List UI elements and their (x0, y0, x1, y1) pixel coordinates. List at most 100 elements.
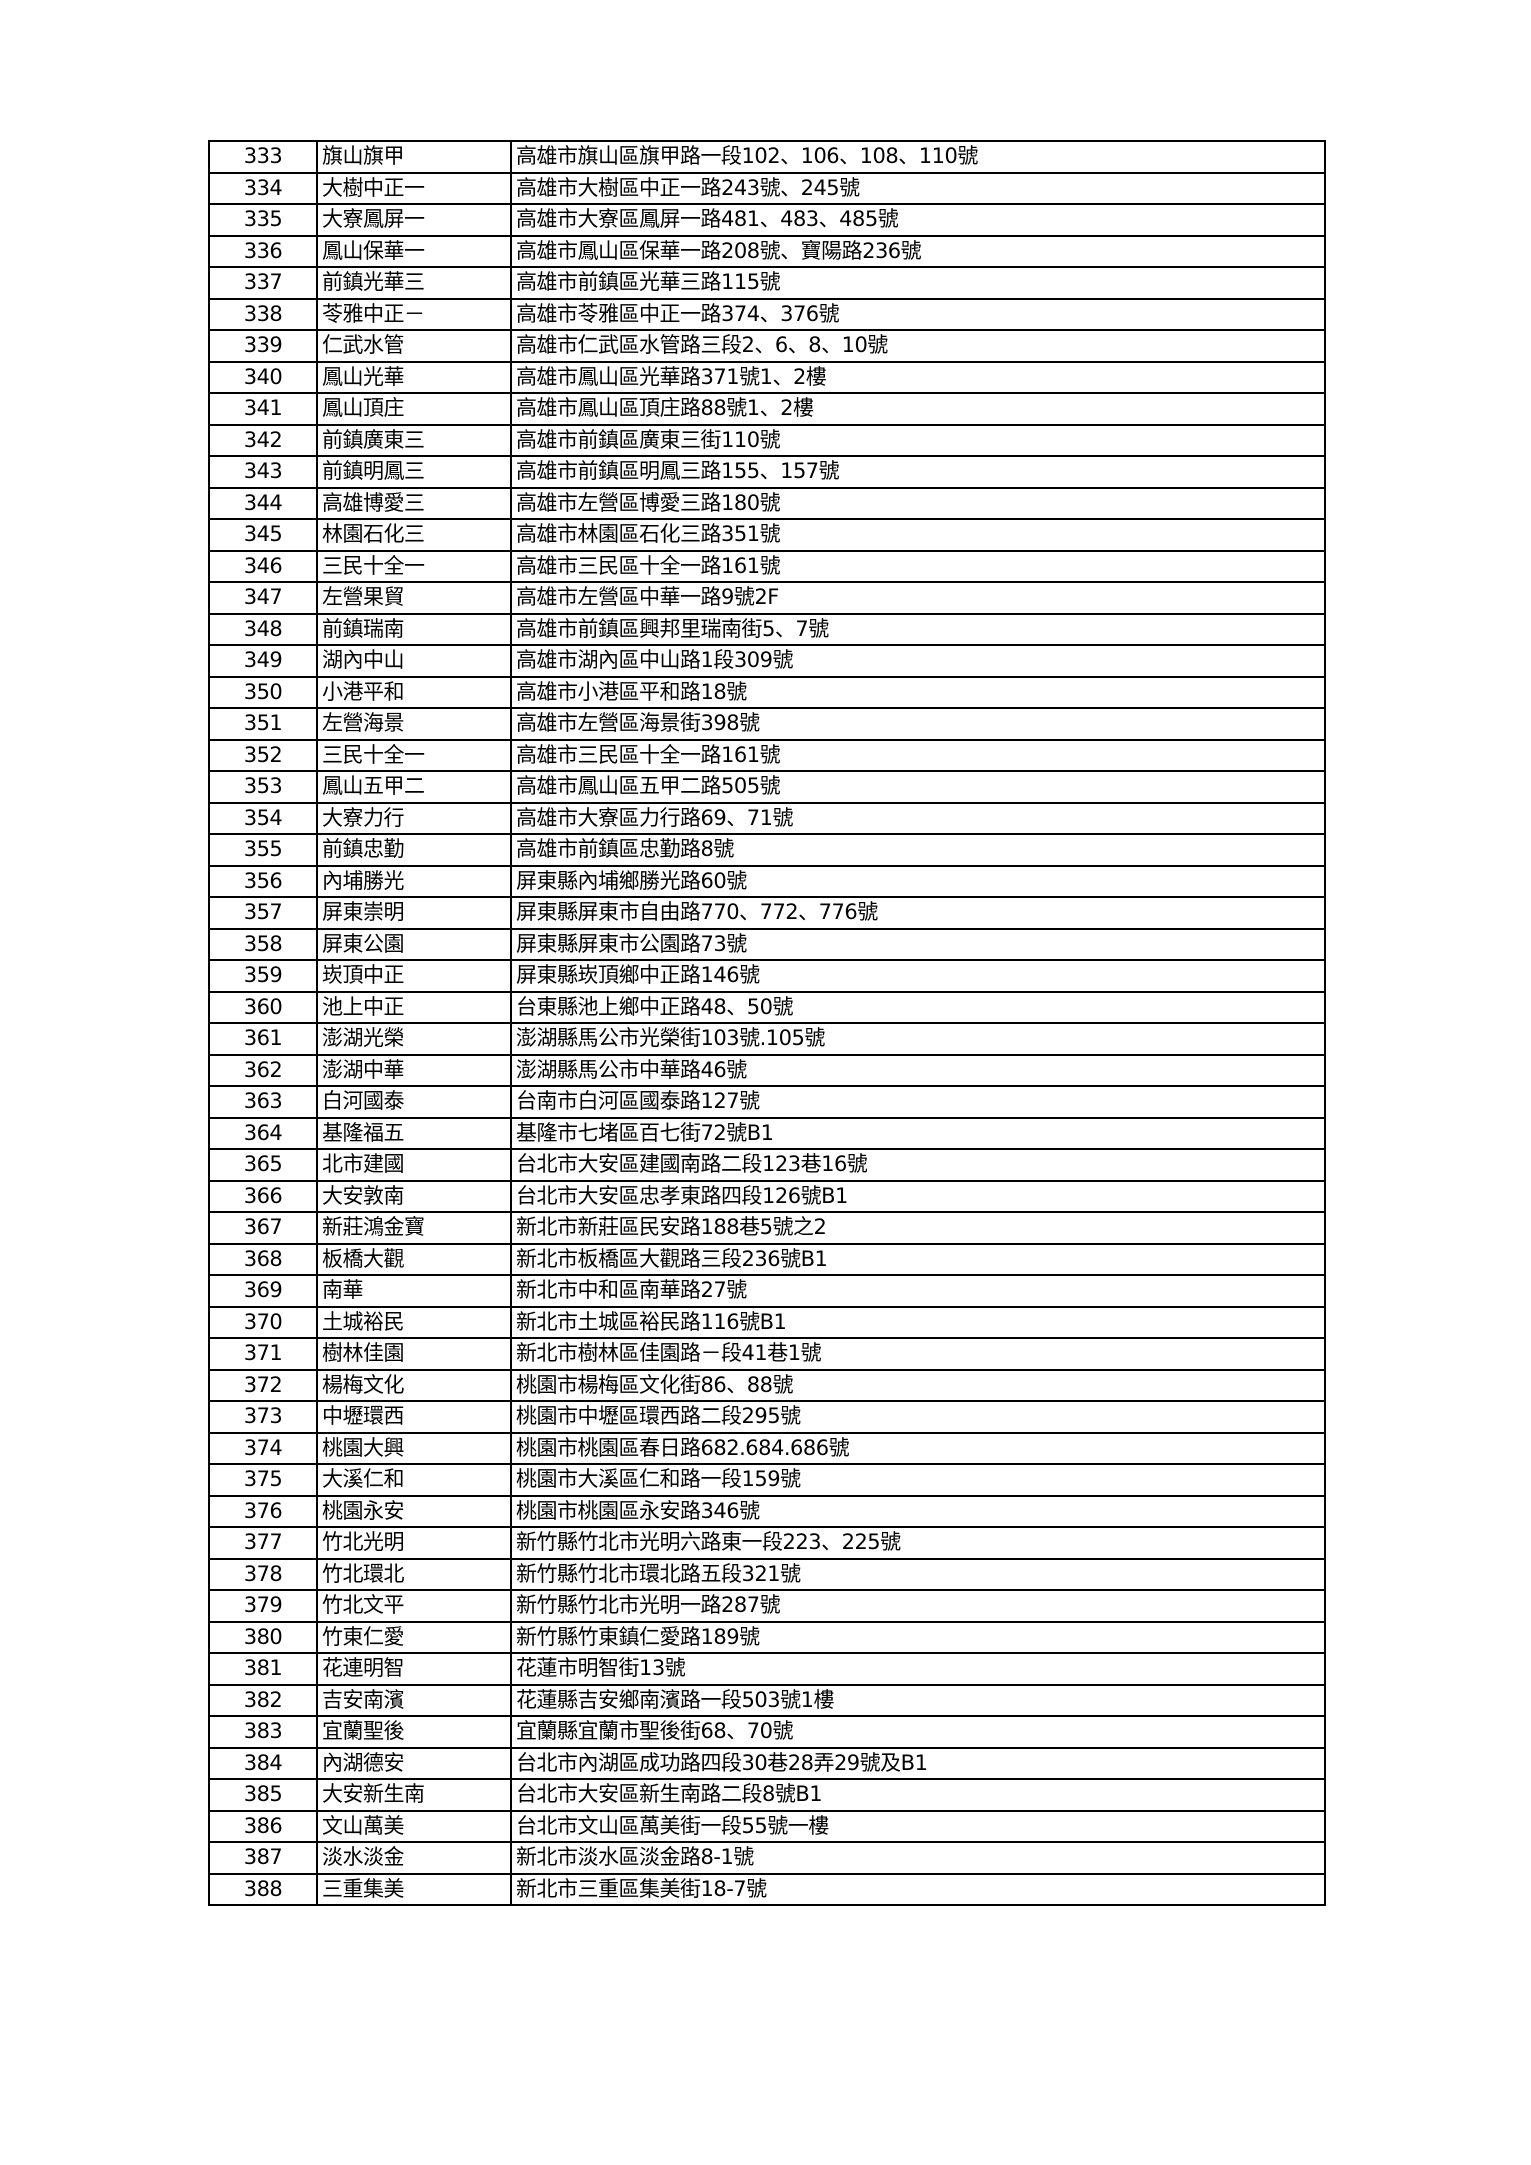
store-name-cell: 鳳山光華 (316, 360, 512, 394)
table-row: 354 大寮力行 高雄市大寮區力行路69、71號 (208, 801, 1326, 835)
row-number-cell: 365 (208, 1148, 318, 1182)
address-cell: 澎湖縣馬公市中華路46號 (510, 1053, 1326, 1087)
table-row: 344 高雄博愛三 高雄市左營區博愛三路180號 (208, 486, 1326, 520)
store-name-cell: 前鎮忠勤 (316, 833, 512, 867)
address-cell: 新竹縣竹北市光明一路287號 (510, 1589, 1326, 1623)
address-cell: 高雄市三民區十全一路161號 (510, 738, 1326, 772)
address-cell: 高雄市仁武區水管路三段2、6、8、10號 (510, 329, 1326, 363)
store-name-cell: 花連明智 (316, 1652, 512, 1686)
store-name-cell: 鳳山五甲二 (316, 770, 512, 804)
store-name-cell: 大安新生南 (316, 1778, 512, 1812)
address-cell: 高雄市左營區博愛三路180號 (510, 486, 1326, 520)
table-row: 357 屏東崇明 屏東縣屏東市自由路770、772、776號 (208, 896, 1326, 930)
store-name-cell: 基隆福五 (316, 1116, 512, 1150)
row-number-cell: 348 (208, 612, 318, 646)
table-row: 376 桃園永安 桃園市桃園區永安路346號 (208, 1494, 1326, 1528)
table-row: 341 鳳山頂庄 高雄市鳳山區頂庄路88號1、2樓 (208, 392, 1326, 426)
table-row: 339 仁武水管 高雄市仁武區水管路三段2、6、8、10號 (208, 329, 1326, 363)
address-cell: 新竹縣竹東鎮仁愛路189號 (510, 1620, 1326, 1654)
row-number-cell: 382 (208, 1683, 318, 1717)
address-cell: 花蓮市明智街13號 (510, 1652, 1326, 1686)
store-name-cell: 大安敦南 (316, 1179, 512, 1213)
row-number-cell: 381 (208, 1652, 318, 1686)
store-name-cell: 三重集美 (316, 1872, 512, 1906)
row-number-cell: 368 (208, 1242, 318, 1276)
address-cell: 台北市大安區忠孝東路四段126號B1 (510, 1179, 1326, 1213)
store-name-cell: 南華 (316, 1274, 512, 1308)
address-cell: 高雄市大寮區鳳屏一路481、483、485號 (510, 203, 1326, 237)
address-cell: 桃園市中壢區環西路二段295號 (510, 1400, 1326, 1434)
address-cell: 花蓮縣吉安鄉南濱路一段503號1樓 (510, 1683, 1326, 1717)
table-row: 379 竹北文平 新竹縣竹北市光明一路287號 (208, 1589, 1326, 1623)
row-number-cell: 361 (208, 1022, 318, 1056)
store-name-cell: 大寮力行 (316, 801, 512, 835)
row-number-cell: 364 (208, 1116, 318, 1150)
table-row: 380 竹東仁愛 新竹縣竹東鎮仁愛路189號 (208, 1620, 1326, 1654)
store-name-cell: 左營果貿 (316, 581, 512, 615)
row-number-cell: 352 (208, 738, 318, 772)
store-name-cell: 桃園永安 (316, 1494, 512, 1528)
address-cell: 高雄市前鎮區廣東三街110號 (510, 423, 1326, 457)
row-number-cell: 379 (208, 1589, 318, 1623)
store-name-cell: 吉安南濱 (316, 1683, 512, 1717)
store-name-cell: 大溪仁和 (316, 1463, 512, 1497)
table-row: 349 湖內中山 高雄市湖內區中山路1段309號 (208, 644, 1326, 678)
table-row: 364 基隆福五 基隆市七堵區百七街72號B1 (208, 1116, 1326, 1150)
table-row: 386 文山萬美 台北市文山區萬美街一段55號一樓 (208, 1809, 1326, 1843)
address-cell: 屏東縣內埔鄉勝光路60號 (510, 864, 1326, 898)
table-row: 333 旗山旗甲 高雄市旗山區旗甲路一段102、106、108、110號 (208, 140, 1326, 174)
table-row: 362 澎湖中華 澎湖縣馬公市中華路46號 (208, 1053, 1326, 1087)
row-number-cell: 374 (208, 1431, 318, 1465)
table-row: 358 屏東公園 屏東縣屏東市公園路73號 (208, 927, 1326, 961)
table-row: 337 前鎮光華三 高雄市前鎮區光華三路115號 (208, 266, 1326, 300)
table-row: 370 土城裕民 新北市土城區裕民路116號B1 (208, 1305, 1326, 1339)
address-cell: 桃園市桃園區永安路346號 (510, 1494, 1326, 1528)
table-row: 382 吉安南濱 花蓮縣吉安鄉南濱路一段503號1樓 (208, 1683, 1326, 1717)
store-name-cell: 前鎮明鳳三 (316, 455, 512, 489)
store-name-cell: 三民十全一 (316, 738, 512, 772)
row-number-cell: 375 (208, 1463, 318, 1497)
row-number-cell: 354 (208, 801, 318, 835)
store-name-cell: 宜蘭聖後 (316, 1715, 512, 1749)
address-cell: 基隆市七堵區百七街72號B1 (510, 1116, 1326, 1150)
table-row: 385 大安新生南 台北市大安區新生南路二段8號B1 (208, 1778, 1326, 1812)
table-row: 352 三民十全一 高雄市三民區十全一路161號 (208, 738, 1326, 772)
store-name-cell: 桃園大興 (316, 1431, 512, 1465)
address-cell: 新竹縣竹北市光明六路東一段223、225號 (510, 1526, 1326, 1560)
address-cell: 台北市文山區萬美街一段55號一樓 (510, 1809, 1326, 1843)
row-number-cell: 376 (208, 1494, 318, 1528)
address-cell: 高雄市前鎮區光華三路115號 (510, 266, 1326, 300)
table-row: 338 苓雅中正－ 高雄市苓雅區中正一路374、376號 (208, 297, 1326, 331)
row-number-cell: 344 (208, 486, 318, 520)
address-cell: 台北市大安區建國南路二段123巷16號 (510, 1148, 1326, 1182)
row-number-cell: 359 (208, 959, 318, 993)
table-row: 371 樹林佳園 新北市樹林區佳園路－段41巷1號 (208, 1337, 1326, 1371)
store-name-cell: 內埔勝光 (316, 864, 512, 898)
row-number-cell: 380 (208, 1620, 318, 1654)
store-name-cell: 前鎮光華三 (316, 266, 512, 300)
table-row: 336 鳳山保華一 高雄市鳳山區保華一路208號、寶陽路236號 (208, 234, 1326, 268)
store-name-cell: 旗山旗甲 (316, 140, 512, 174)
row-number-cell: 372 (208, 1368, 318, 1402)
table-row: 366 大安敦南 台北市大安區忠孝東路四段126號B1 (208, 1179, 1326, 1213)
row-number-cell: 335 (208, 203, 318, 237)
row-number-cell: 358 (208, 927, 318, 961)
store-name-cell: 竹北環北 (316, 1557, 512, 1591)
store-name-cell: 鳳山保華一 (316, 234, 512, 268)
address-cell: 高雄市前鎮區忠勤路8號 (510, 833, 1326, 867)
table-row: 367 新莊鴻金寶 新北市新莊區民安路188巷5號之2 (208, 1211, 1326, 1245)
table-row: 353 鳳山五甲二 高雄市鳳山區五甲二路505號 (208, 770, 1326, 804)
table-row: 361 澎湖光榮 澎湖縣馬公市光榮街103號.105號 (208, 1022, 1326, 1056)
store-name-cell: 左營海景 (316, 707, 512, 741)
row-number-cell: 378 (208, 1557, 318, 1591)
store-name-cell: 高雄博愛三 (316, 486, 512, 520)
table-row: 351 左營海景 高雄市左營區海景街398號 (208, 707, 1326, 741)
address-cell: 高雄市左營區海景街398號 (510, 707, 1326, 741)
store-name-cell: 淡水淡金 (316, 1841, 512, 1875)
address-cell: 高雄市小港區平和路18號 (510, 675, 1326, 709)
row-number-cell: 388 (208, 1872, 318, 1906)
address-cell: 屏東縣屏東市自由路770、772、776號 (510, 896, 1326, 930)
table-row: 347 左營果貿 高雄市左營區中華一路9號2F (208, 581, 1326, 615)
table-row: 335 大寮鳳屏一 高雄市大寮區鳳屏一路481、483、485號 (208, 203, 1326, 237)
store-name-cell: 屏東崇明 (316, 896, 512, 930)
